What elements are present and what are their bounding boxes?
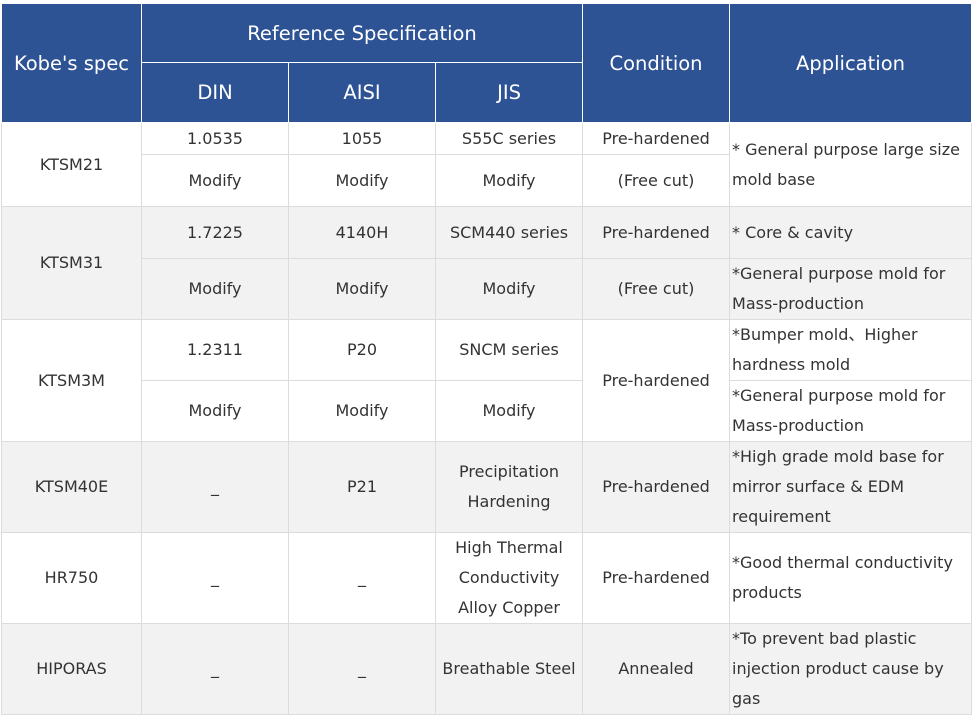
table-row: KTSM3M 1.2311 P20 SNCM series Pre-harden…: [1, 319, 972, 442]
din-cell: Modify: [141, 258, 289, 320]
condition-cell: Pre-hardened: [582, 206, 731, 259]
jis-cell: SCM440 series: [434, 206, 584, 259]
header-din: DIN: [141, 62, 289, 123]
spec-cell: KTSM21: [1, 122, 142, 207]
aisi-cell: 1055: [288, 122, 436, 155]
din-cell: _: [141, 623, 289, 715]
header-kobe-spec: Kobe's spec: [1, 3, 142, 123]
aisi-cell: 4140H: [288, 206, 436, 259]
header-aisi: AISI: [288, 62, 436, 123]
header-reference-specification: Reference Specification: [140, 3, 584, 63]
jis-cell: Modify: [434, 154, 584, 207]
jis-cell: Precipitation Hardening: [434, 441, 584, 533]
aisi-cell: Modify: [288, 380, 436, 442]
table-row: Modify Modify Modify (Free cut): [2, 154, 972, 207]
table-row: HR750 _ _ High Thermal Conductivity Allo…: [1, 532, 972, 624]
jis-cell: S55C series: [434, 122, 584, 155]
aisi-cell: P21: [288, 441, 436, 533]
din-cell: 1.2311: [141, 319, 289, 381]
aisi-cell: Modify: [288, 154, 436, 207]
din-cell: Modify: [141, 154, 289, 207]
din-cell: 1.7225: [141, 206, 289, 259]
header-jis: JIS: [434, 62, 584, 123]
condition-cell: Pre-hardened: [582, 319, 731, 442]
application-cell: *Good thermal conductivity products: [729, 532, 972, 624]
spec-cell: HIPORAS: [1, 623, 142, 715]
condition-cell: Pre-hardened: [582, 122, 731, 155]
application-cell: * Core & cavity: [729, 206, 972, 259]
jis-cell: Modify: [434, 258, 584, 320]
condition-cell: (Free cut): [582, 258, 731, 320]
aisi-cell: Modify: [288, 258, 436, 320]
condition-cell: Pre-hardened: [582, 441, 731, 533]
din-cell: 1.0535: [141, 122, 289, 155]
table-row: KTSM31 1.7225 4140H SCM440 series Pre-ha…: [1, 206, 972, 320]
application-cell: *Bumper mold、Higher hardness mold: [729, 319, 972, 381]
header-condition: Condition: [582, 3, 731, 123]
table-row: KTSM21 1.0535 1055 S55C series Pre-harde…: [1, 122, 972, 207]
condition-cell: Pre-hardened: [582, 532, 731, 624]
application-cell: *General purpose mold for Mass-productio…: [729, 258, 972, 320]
spec-cell: KTSM40E: [1, 441, 142, 533]
jis-cell: High Thermal Conductivity Alloy Copper: [434, 532, 584, 624]
jis-cell: SNCM series: [434, 319, 584, 381]
application-cell: * General purpose large size mold base: [729, 122, 972, 207]
aisi-cell: _: [288, 623, 436, 715]
application-cell: *High grade mold base for mirror surface…: [729, 441, 972, 533]
table-row: Modify Modify Modify (Free cut) *General…: [2, 258, 972, 320]
din-cell: Modify: [141, 380, 289, 442]
din-cell: _: [141, 532, 289, 624]
condition-cell: (Free cut): [582, 154, 731, 207]
header-application: Application: [729, 3, 972, 123]
table-row: Modify Modify Modify *General purpose mo…: [2, 380, 972, 442]
spec-cell: KTSM31: [1, 206, 142, 320]
aisi-cell: P20: [288, 319, 436, 381]
steel-spec-table: Kobe's spec Reference Specification Cond…: [1, 3, 972, 715]
table-row: HIPORAS _ _ Breathable Steel Annealed *T…: [1, 623, 972, 715]
jis-cell: Breathable Steel: [434, 623, 584, 715]
din-cell: _: [141, 441, 289, 533]
table-row: KTSM40E _ P21 Precipitation Hardening Pr…: [1, 441, 972, 533]
aisi-cell: _: [288, 532, 436, 624]
application-cell: *To prevent bad plastic injection produc…: [729, 623, 972, 715]
spec-cell: KTSM3M: [1, 319, 142, 442]
spec-cell: HR750: [1, 532, 142, 624]
application-cell: *General purpose mold for Mass-productio…: [729, 380, 972, 442]
jis-cell: Modify: [434, 380, 584, 442]
condition-cell: Annealed: [582, 623, 731, 715]
